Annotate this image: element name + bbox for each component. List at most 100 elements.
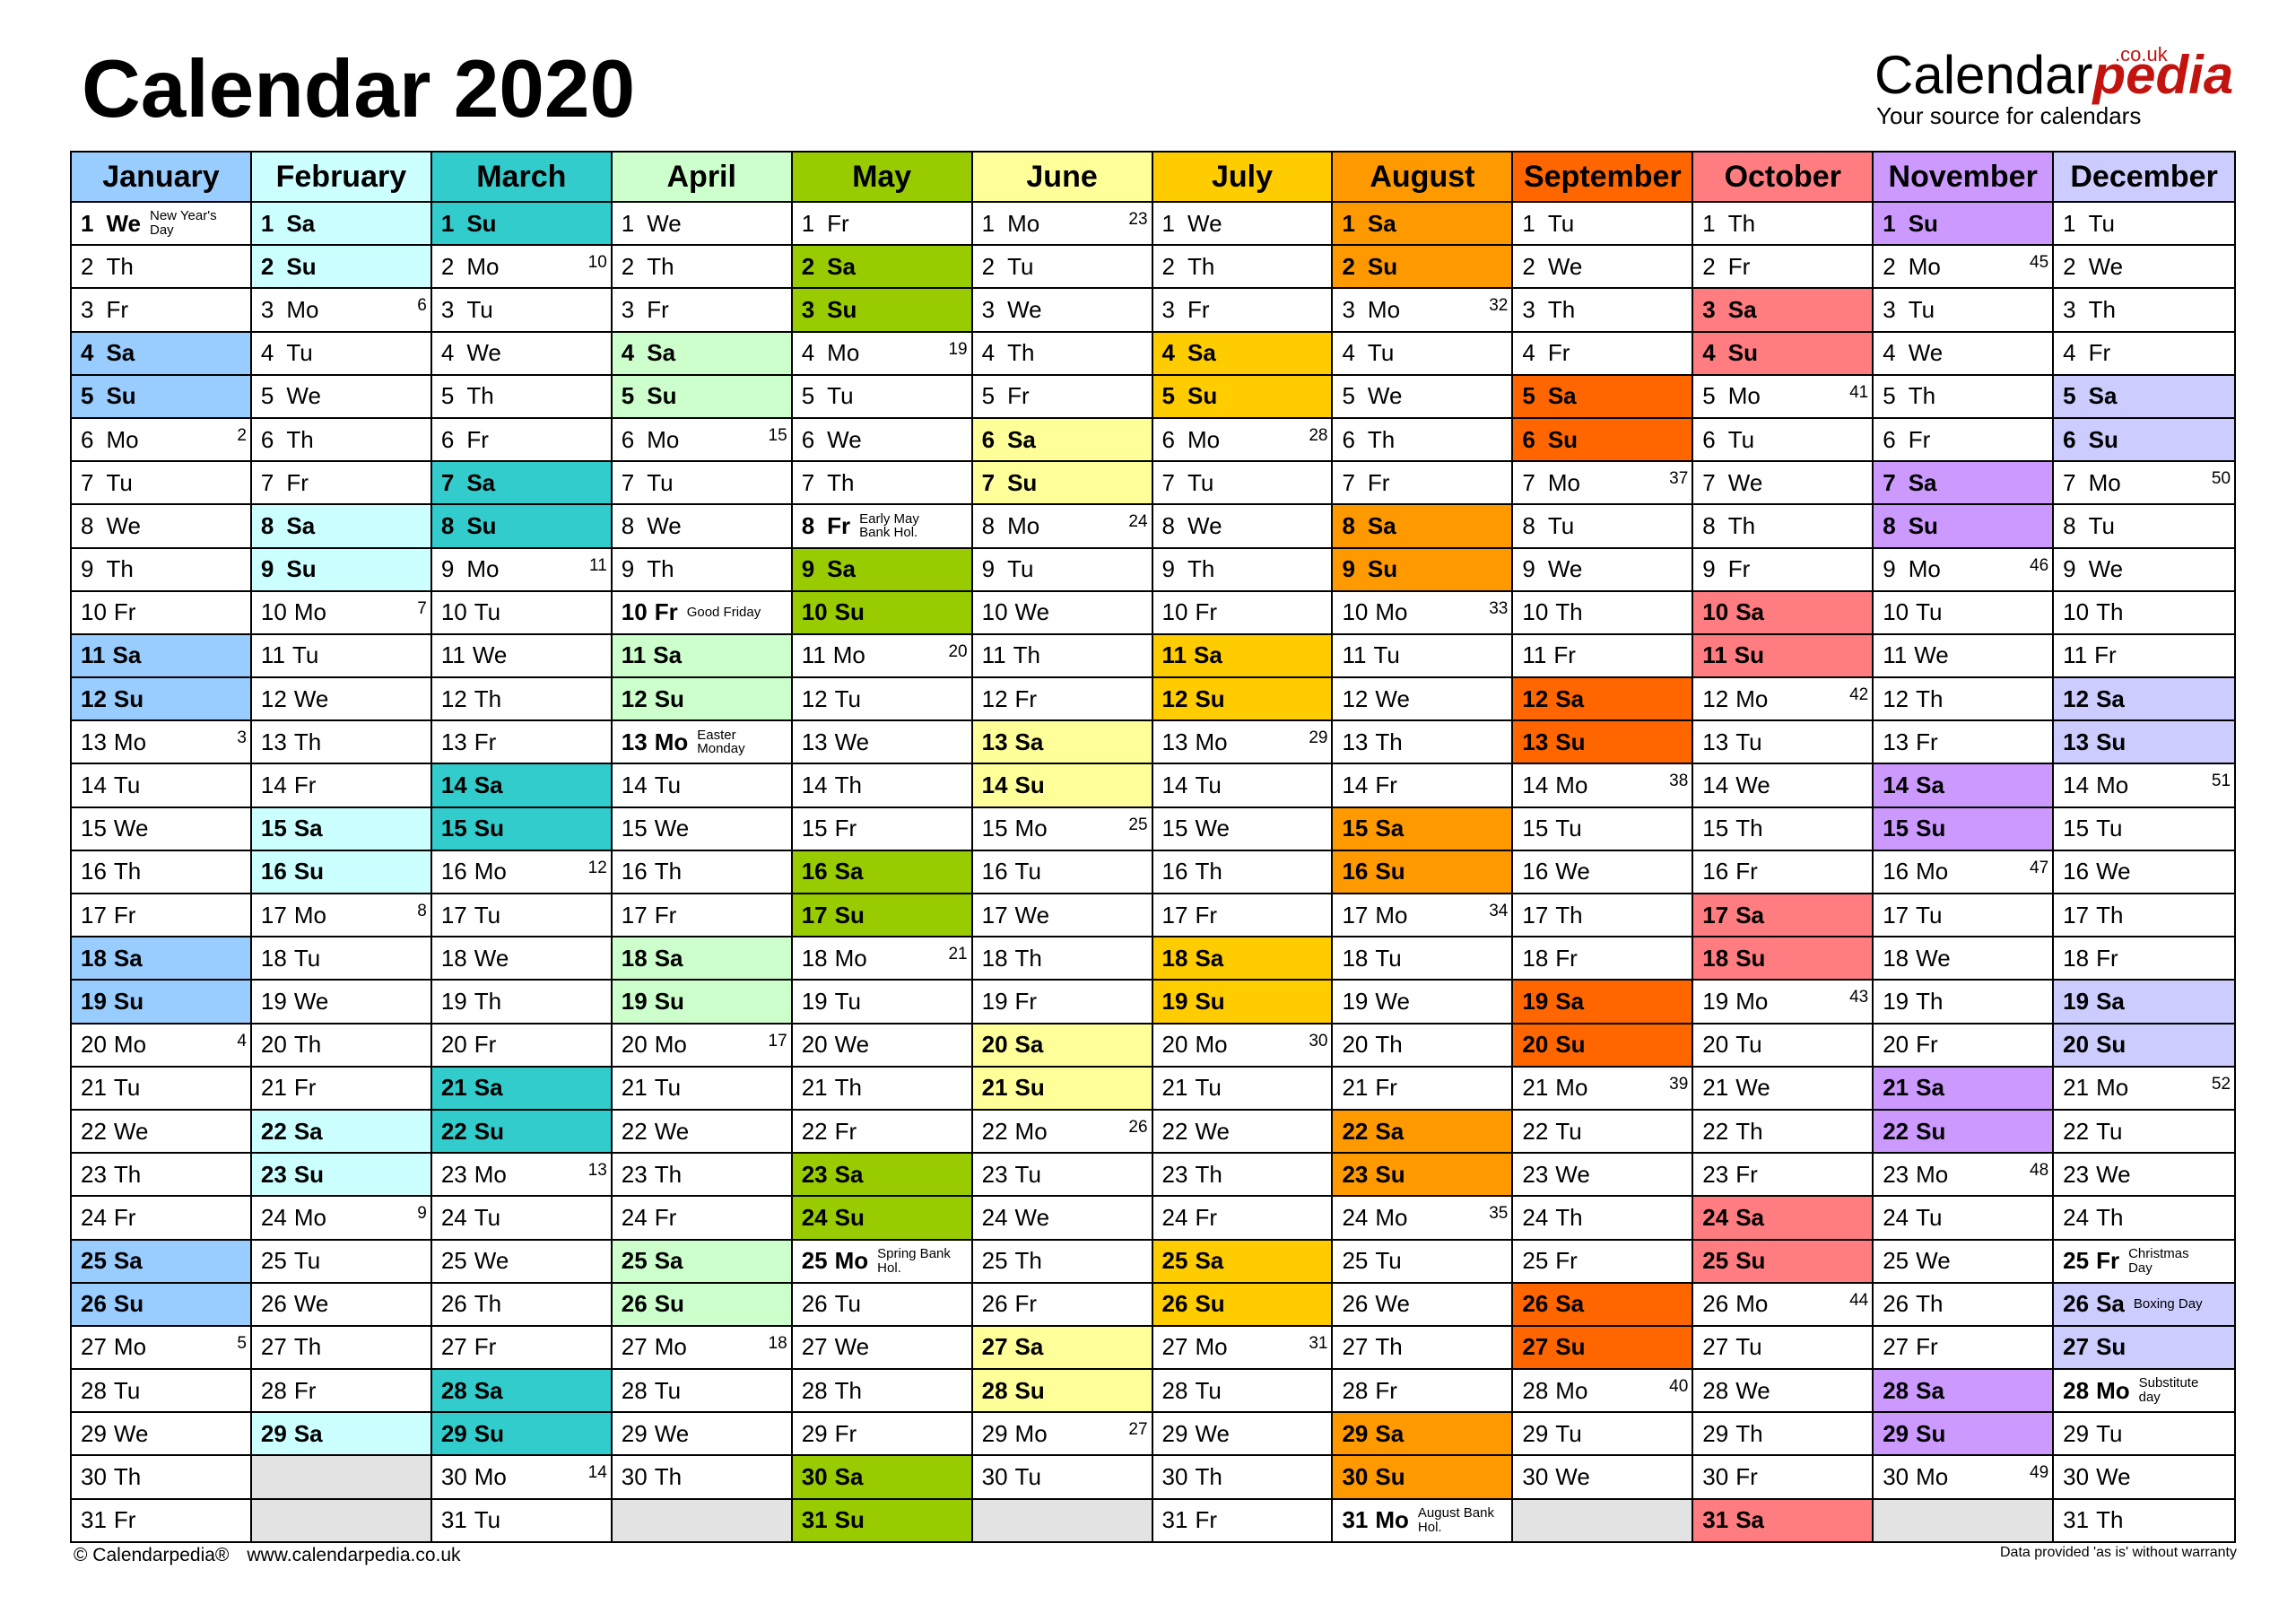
- day-number: 20: [621, 1031, 648, 1059]
- day-cell: 22 Th: [1693, 1111, 1873, 1155]
- day-name: Mo: [1555, 1376, 1588, 1404]
- day-name: Th: [1735, 1117, 1763, 1145]
- day-number: 1: [1342, 209, 1355, 237]
- day-number: 31: [1342, 1506, 1369, 1534]
- day-name: Mo: [654, 1333, 687, 1361]
- month-november: November 1 Su 2 Mo 45 3 Tu 4 We 5 Th 6 Fr 7 Sa 8 Su 9 Mo 46 1…: [1874, 153, 2055, 1541]
- day-number: 20: [1342, 1031, 1369, 1059]
- day-name: We: [647, 511, 682, 539]
- day-number: 18: [1702, 944, 1729, 972]
- day-number: 23: [1522, 1160, 1549, 1188]
- week-number: 12: [587, 858, 607, 877]
- day-cell: 27 Mo 31: [1152, 1327, 1332, 1371]
- day-cell: 5 Mo 41: [1693, 376, 1873, 419]
- day-cell: 5 We: [251, 376, 430, 419]
- day-cell: 6 We: [792, 419, 971, 463]
- day-cell: 7 Tu: [72, 462, 250, 506]
- day-cell: 23 Mo 48: [1874, 1154, 2053, 1198]
- day-name: Tu: [474, 1506, 501, 1534]
- day-name: Sa: [834, 1160, 864, 1188]
- day-name: We: [834, 728, 870, 755]
- week-number: 44: [1849, 1290, 1869, 1310]
- day-number: 18: [440, 944, 467, 972]
- day-number: 7: [1883, 468, 1896, 496]
- day-cell: 22 Fr: [792, 1111, 971, 1155]
- logo-domain: .co.uk: [2115, 43, 2168, 65]
- day-name: Fr: [1735, 858, 1758, 885]
- day-cell: 16 Su: [1333, 850, 1512, 894]
- day-cell: 10 Th: [2054, 592, 2235, 635]
- day-cell: 5 Su: [72, 375, 250, 419]
- day-number: 24: [440, 1203, 467, 1231]
- day-cell: 8 We: [72, 505, 250, 549]
- day-number: 12: [260, 684, 287, 712]
- day-cell: 30 Th: [72, 1456, 250, 1500]
- day-number: 29: [1342, 1419, 1369, 1447]
- day-cell: 16 Tu: [972, 851, 1152, 894]
- day-cell: 9 Sa: [792, 548, 971, 592]
- day-cell: 8 We: [612, 505, 791, 549]
- day-number: 19: [260, 987, 287, 1015]
- day-cell: 31 Th: [2054, 1500, 2234, 1541]
- day-cell: 17 We: [972, 894, 1152, 938]
- day-cell: 6 Th: [1333, 419, 1512, 463]
- day-cell: 3 Th: [1513, 289, 1692, 333]
- day-number: 18: [1522, 944, 1549, 972]
- day-name: We: [466, 339, 501, 367]
- day-cell: 12 Su: [612, 678, 791, 722]
- day-name: Su: [1367, 252, 1398, 280]
- day-cell: 11 Fr: [1513, 635, 1692, 679]
- day-cell: 15 Tu: [1513, 808, 1692, 851]
- day-name: Sa: [106, 339, 135, 367]
- day-cell: 14 Tu: [72, 764, 250, 808]
- day-number: 5: [1342, 382, 1355, 410]
- day-number: 10: [1342, 598, 1369, 626]
- day-number: 13: [1342, 728, 1369, 755]
- day-number: 29: [1522, 1419, 1549, 1447]
- day-cell: 1 Th: [1693, 203, 1873, 247]
- day-number: 12: [1161, 684, 1188, 712]
- day-number: 14: [621, 772, 648, 799]
- holiday-label: Easter Monday: [697, 727, 745, 757]
- month-february: February 1 Sa 2 Su 3 Mo 6 4 Tu 5 We 6 Th 7 Fr 8 Sa 9 Su 10 Mo…: [251, 153, 432, 1541]
- day-name: Tu: [834, 684, 861, 712]
- day-cell: 6 Tu: [1693, 419, 1873, 463]
- day-name: Mo: [1007, 209, 1040, 237]
- week-number: 2: [237, 425, 247, 445]
- day-name: We: [1367, 382, 1403, 410]
- day-name: Sa: [2096, 684, 2125, 712]
- day-cell: 16 Mo 47: [1874, 851, 2053, 894]
- day-name: We: [1195, 815, 1230, 842]
- week-number: 50: [2211, 469, 2231, 489]
- day-number: 2: [1522, 252, 1535, 280]
- day-name: Th: [1195, 858, 1222, 885]
- day-cell: 22 Sa: [1333, 1110, 1512, 1155]
- day-number: 21: [1161, 1074, 1188, 1102]
- day-number: 8: [1702, 511, 1716, 539]
- day-cell: 23 Fr: [1693, 1154, 1873, 1198]
- day-cell: 4 Th: [972, 333, 1152, 376]
- day-name: Sa: [1195, 1247, 1224, 1275]
- month-september: September 1 Tu 2 We 3 Th 4 Fr 5 Sa 6 Su 7 Mo 37 8 Tu 9 We 10…: [1513, 153, 1694, 1541]
- day-name: Tu: [654, 1074, 682, 1102]
- day-name: Su: [1187, 382, 1218, 410]
- week-number: 7: [417, 598, 427, 618]
- day-name: Mo: [474, 1160, 507, 1188]
- day-cell: 17 Th: [2054, 894, 2235, 938]
- day-cell: 9 We: [1513, 549, 1692, 592]
- day-name: Fr: [113, 598, 136, 626]
- day-cell: 21 Mo 52: [2054, 1068, 2235, 1111]
- day-name: Sa: [1735, 901, 1765, 929]
- day-number: 21: [981, 1074, 1008, 1102]
- day-cell: 14 Sa: [1874, 764, 2053, 808]
- day-cell: 17 Mo 34: [1333, 894, 1512, 938]
- day-name: Su: [466, 209, 497, 237]
- day-cell: 31 Su: [792, 1499, 971, 1541]
- day-number: 4: [1161, 339, 1175, 367]
- day-number: 2: [621, 252, 635, 280]
- day-name: We: [1014, 1203, 1050, 1231]
- day-cell: 18 Sa: [612, 937, 791, 981]
- day-number: 5: [1702, 382, 1716, 410]
- day-name: Fr: [1735, 1463, 1758, 1491]
- day-name: We: [1547, 252, 1583, 280]
